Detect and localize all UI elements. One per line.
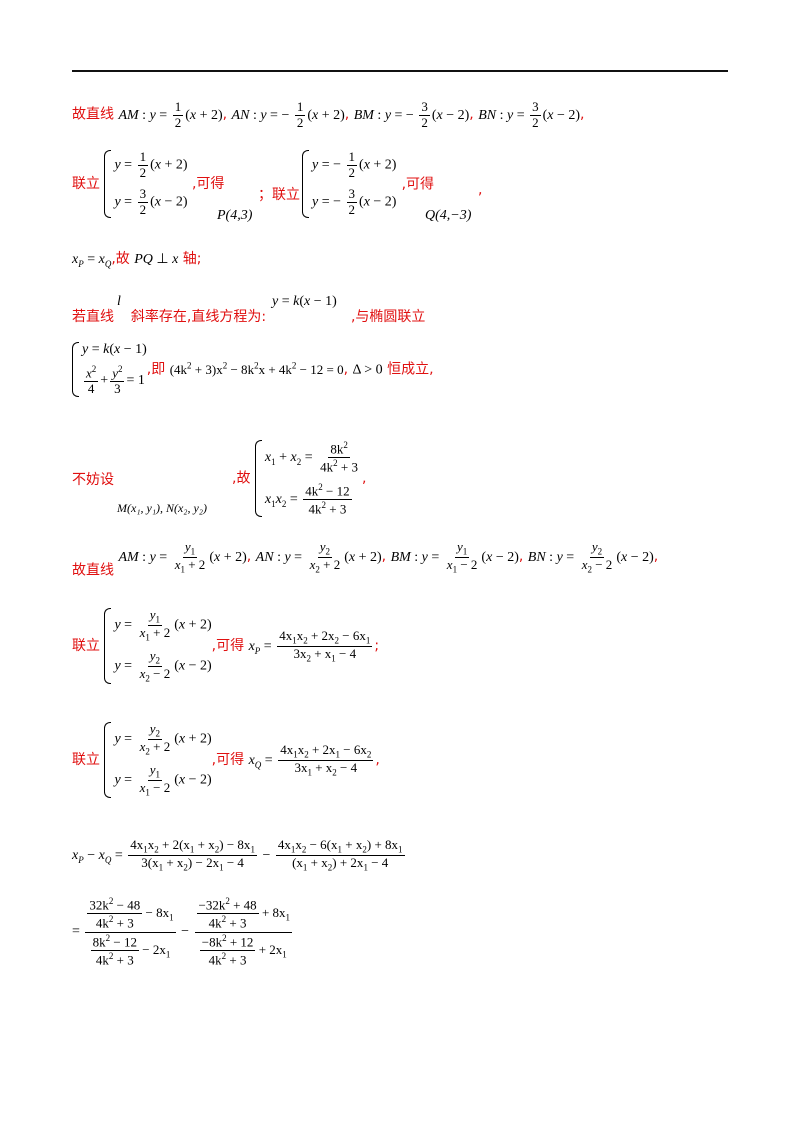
text: ,可得 <box>211 637 245 654</box>
formula: BN : y = 3 2 (x − 2) <box>478 99 581 130</box>
text: 故直线 <box>72 562 114 579</box>
line-6: 不妨设 ,故 x1 + x2 = 8k2 4k2 + 3 x1x2 = 4k2 − … <box>72 440 367 518</box>
text: 不妨设 <box>72 471 114 488</box>
text: 联立 <box>72 637 100 654</box>
line-4: 若直线 斜率存在,直线方程为: ,与椭圆联立 <box>72 306 425 326</box>
formula: AN : y = − 1 2 (x + 2) <box>231 99 345 130</box>
points-MN: M(x₁, y₁), N(x₂, y₂) <box>117 501 207 515</box>
equation-system-2: y = − 1 2 (x + 2) y = − 3 2 (x − 2) ,可得 <box>302 149 435 218</box>
formula: AM : y = 1 2 (x + 2) <box>118 99 223 130</box>
header-rule <box>72 70 728 72</box>
text: ,与椭圆联立 <box>350 309 426 325</box>
line-10: xP − xQ = 4x1x2 + 2(x1 + x2) − 8x1 3(x1 +… <box>72 837 405 873</box>
text: ；联立 <box>258 187 300 203</box>
text: ,故 <box>111 251 130 267</box>
text: 若直线 <box>72 309 114 325</box>
equation-system: y = k(x − 1) x2 4 + y2 3 = 1 <box>72 342 147 398</box>
text: ,可得 <box>191 175 225 192</box>
line-1: 故直线 AM : y = 1 2 (x + 2), AN : y = − 1 2 (x … <box>72 99 585 130</box>
equation-system: y = y1 x1 + 2 (x + 2) y = y2 x2 − 2 (x − 2) <box>104 607 212 684</box>
line-9: 联立 y = y2 x2 + 2 (x + 2) y = y1 x1 − 2 (x − … <box>72 721 380 798</box>
text: 轴; <box>182 251 202 267</box>
text: 斜率存在,直线方程为: <box>130 309 267 325</box>
text: 恒成立, <box>387 361 434 378</box>
text: ,可得 <box>401 176 435 193</box>
text: 故直线 <box>72 106 114 123</box>
line-8: 联立 y = y1 x1 + 2 (x + 2) y = y2 x2 − 2 (x − … <box>72 607 380 684</box>
equation-system: y = 1 2 (x + 2) y = 3 2 (x − 2) <box>104 149 188 218</box>
line-11: = 32k2 − 48 4k2 + 3 − 8x1 8k2 − 12 4k2 + 3… <box>72 896 293 968</box>
text: 联立 <box>72 751 100 768</box>
text: ,故 <box>232 470 251 487</box>
formula: BM : y = − 3 2 (x − 2) <box>353 99 470 130</box>
text: ,即 <box>146 361 166 378</box>
line-5: y = k(x − 1) x2 4 + y2 3 = 1 ,即 (4k2 + 3)x2 −… <box>72 342 434 398</box>
text: 联立 <box>72 175 100 192</box>
text: , <box>478 182 483 198</box>
line-3: xP = xQ,故 PQ ⊥ x 轴; <box>72 251 202 269</box>
line-2: 联立 y = 1 2 (x + 2) y = 3 2 (x − 2) ,可得 <box>72 149 225 218</box>
point-Q: Q(4,−3) <box>425 208 472 223</box>
point-P: P(4,3) <box>217 208 253 223</box>
line-7: 故直线 AM : y = y1 x1 + 2 (x + 2), AN : y = y… <box>72 539 659 579</box>
text: ,可得 <box>211 751 245 768</box>
equation-system: x1 + x2 = 8k2 4k2 + 3 x1x2 = 4k2 − 12 4k2 … <box>254 440 362 518</box>
symbol-l: l <box>117 294 121 309</box>
formula: y = k(x − 1) <box>272 294 337 309</box>
equation-system: y = y2 x2 + 2 (x + 2) y = y1 x1 − 2 (x − 2) <box>104 721 212 798</box>
